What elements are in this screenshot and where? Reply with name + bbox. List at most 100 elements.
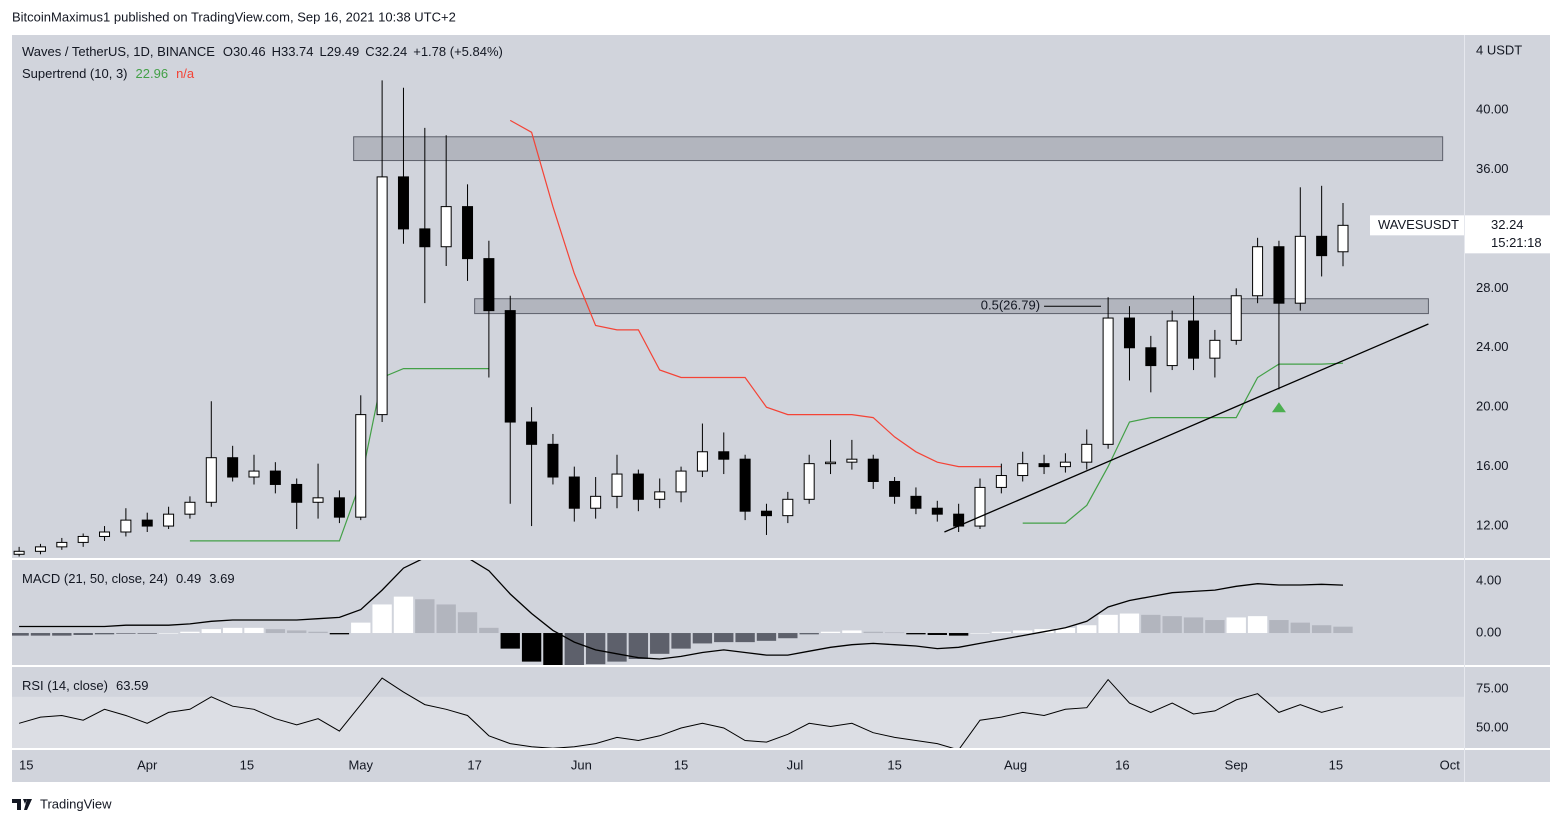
candle-body — [846, 458, 858, 463]
macd-histogram-bar — [94, 633, 115, 635]
signal-arrow — [1271, 402, 1286, 413]
supertrend-line — [189, 362, 1344, 542]
candle-body — [269, 470, 281, 485]
y-tick-label: 20.00 — [1476, 399, 1509, 414]
macd-histogram-bar — [287, 630, 307, 634]
x-tick-label: Apr — [137, 757, 158, 772]
candle-body — [462, 206, 474, 260]
candle-body — [1017, 463, 1029, 477]
candle-body — [1059, 461, 1071, 468]
y-tick-label: 36.00 — [1476, 161, 1509, 176]
macd-histogram-bar — [1098, 614, 1118, 634]
indicator-title: MACD (21, 50, close, 24) — [22, 571, 168, 586]
x-tick-label: 15 — [887, 757, 901, 772]
macd-histogram-bar — [308, 631, 328, 634]
x-tick-label: 15 — [19, 757, 33, 772]
candle-body — [995, 475, 1007, 488]
macd-histogram-bar — [564, 633, 584, 665]
macd-histogram-bar — [1162, 616, 1182, 634]
macd-histogram-bar — [329, 633, 350, 635]
ohlc-letter: O — [223, 44, 233, 59]
macd-histogram-bar — [970, 633, 990, 634]
candle-body — [675, 470, 687, 493]
candle-body — [867, 458, 879, 482]
candle-body — [1145, 347, 1157, 367]
axis-unit: 4 USDT — [1476, 42, 1522, 57]
candle-body — [291, 483, 303, 503]
ohlc-value: 33.74 — [281, 44, 314, 59]
x-tick-label: Aug — [1004, 757, 1027, 772]
indicator-value: 3.69 — [209, 571, 234, 586]
macd-histogram-bar — [820, 631, 841, 634]
indicator-value: n/a — [176, 66, 195, 81]
price-legend: Waves / TetherUS, 1D, BINANCE O30.46 H33.7… — [22, 44, 503, 59]
x-tick-label: 15 — [240, 757, 254, 772]
macd-histogram-bar — [12, 633, 29, 636]
candle-body — [34, 546, 46, 552]
macd-histogram-bar — [607, 633, 627, 662]
y-tick-label: 24.00 — [1476, 339, 1509, 354]
macd-histogram-bar — [585, 633, 606, 665]
candle-body — [205, 457, 217, 503]
macd-pane — [12, 560, 1550, 665]
ohlc-value: 29.49 — [327, 44, 360, 59]
candle-body — [1166, 320, 1178, 367]
sr-zone — [474, 298, 1429, 315]
candle-body — [1337, 224, 1349, 253]
macd-histogram-bar — [1141, 614, 1161, 634]
candle-body — [1252, 246, 1264, 297]
candle-body — [590, 495, 602, 509]
x-tick-label: Sep — [1225, 757, 1248, 772]
symbol-tag — [1370, 215, 1464, 236]
macd-legend: MACD (21, 50, close, 24) 0.49 3.69 — [22, 571, 235, 586]
ohlc-letter: L — [320, 44, 327, 59]
price-pane — [12, 35, 1550, 558]
macd-histogram-bar — [799, 633, 819, 635]
macd-histogram-bar — [1055, 627, 1076, 634]
macd-histogram-bar — [521, 633, 542, 662]
candle-body — [654, 491, 666, 500]
candle-body — [440, 206, 452, 248]
fib-label: 0.5(26.79) — [981, 298, 1040, 313]
macd-histogram-bar — [73, 633, 93, 635]
macd-histogram-bar — [884, 632, 905, 634]
symbol-title: Waves / TetherUS, 1D, BINANCE — [22, 44, 215, 59]
macd-histogram-bar — [244, 627, 264, 634]
macd-histogram-bar — [479, 627, 499, 634]
x-tick-label: May — [348, 757, 373, 772]
candle-body — [611, 473, 623, 497]
candle-body — [1230, 295, 1242, 341]
macd-histogram-bar — [1290, 622, 1310, 634]
macd-histogram-bar — [180, 631, 200, 634]
macd-histogram-bar — [500, 633, 520, 649]
macd-histogram-bar — [222, 627, 243, 634]
candle-body — [1188, 320, 1200, 359]
indicator-value: 0.49 — [176, 571, 201, 586]
x-tick-label: 16 — [1115, 757, 1129, 772]
candle-body — [1273, 246, 1285, 304]
candle-body — [312, 497, 324, 503]
candle-body — [739, 458, 751, 512]
indicator-title: RSI (14, close) — [22, 678, 108, 693]
macd-histogram-bar — [1333, 626, 1353, 634]
candle-body — [526, 421, 538, 445]
sr-zone — [353, 136, 1444, 162]
macd-histogram-bar — [756, 633, 777, 641]
candle-body — [1209, 339, 1221, 359]
macd-histogram-bar — [351, 622, 371, 634]
supertrend-line — [509, 119, 1002, 468]
x-tick-label: 15 — [1329, 757, 1343, 772]
candle-body — [483, 258, 495, 312]
x-tick-label: Jun — [571, 757, 592, 772]
candle-body — [547, 443, 559, 478]
macd-histogram-bar — [543, 633, 563, 665]
candle-body — [333, 497, 345, 518]
macd-histogram-bar — [628, 633, 649, 660]
macd-histogram-bar — [778, 633, 798, 639]
macd-histogram-bar — [735, 633, 755, 643]
macd-histogram-bar — [842, 630, 862, 634]
macd-histogram-bar — [1247, 616, 1268, 634]
macd-histogram-bar — [1183, 617, 1204, 634]
indicator-title: Supertrend (10, 3) — [22, 66, 128, 81]
x-tick-label: 15 — [674, 757, 688, 772]
